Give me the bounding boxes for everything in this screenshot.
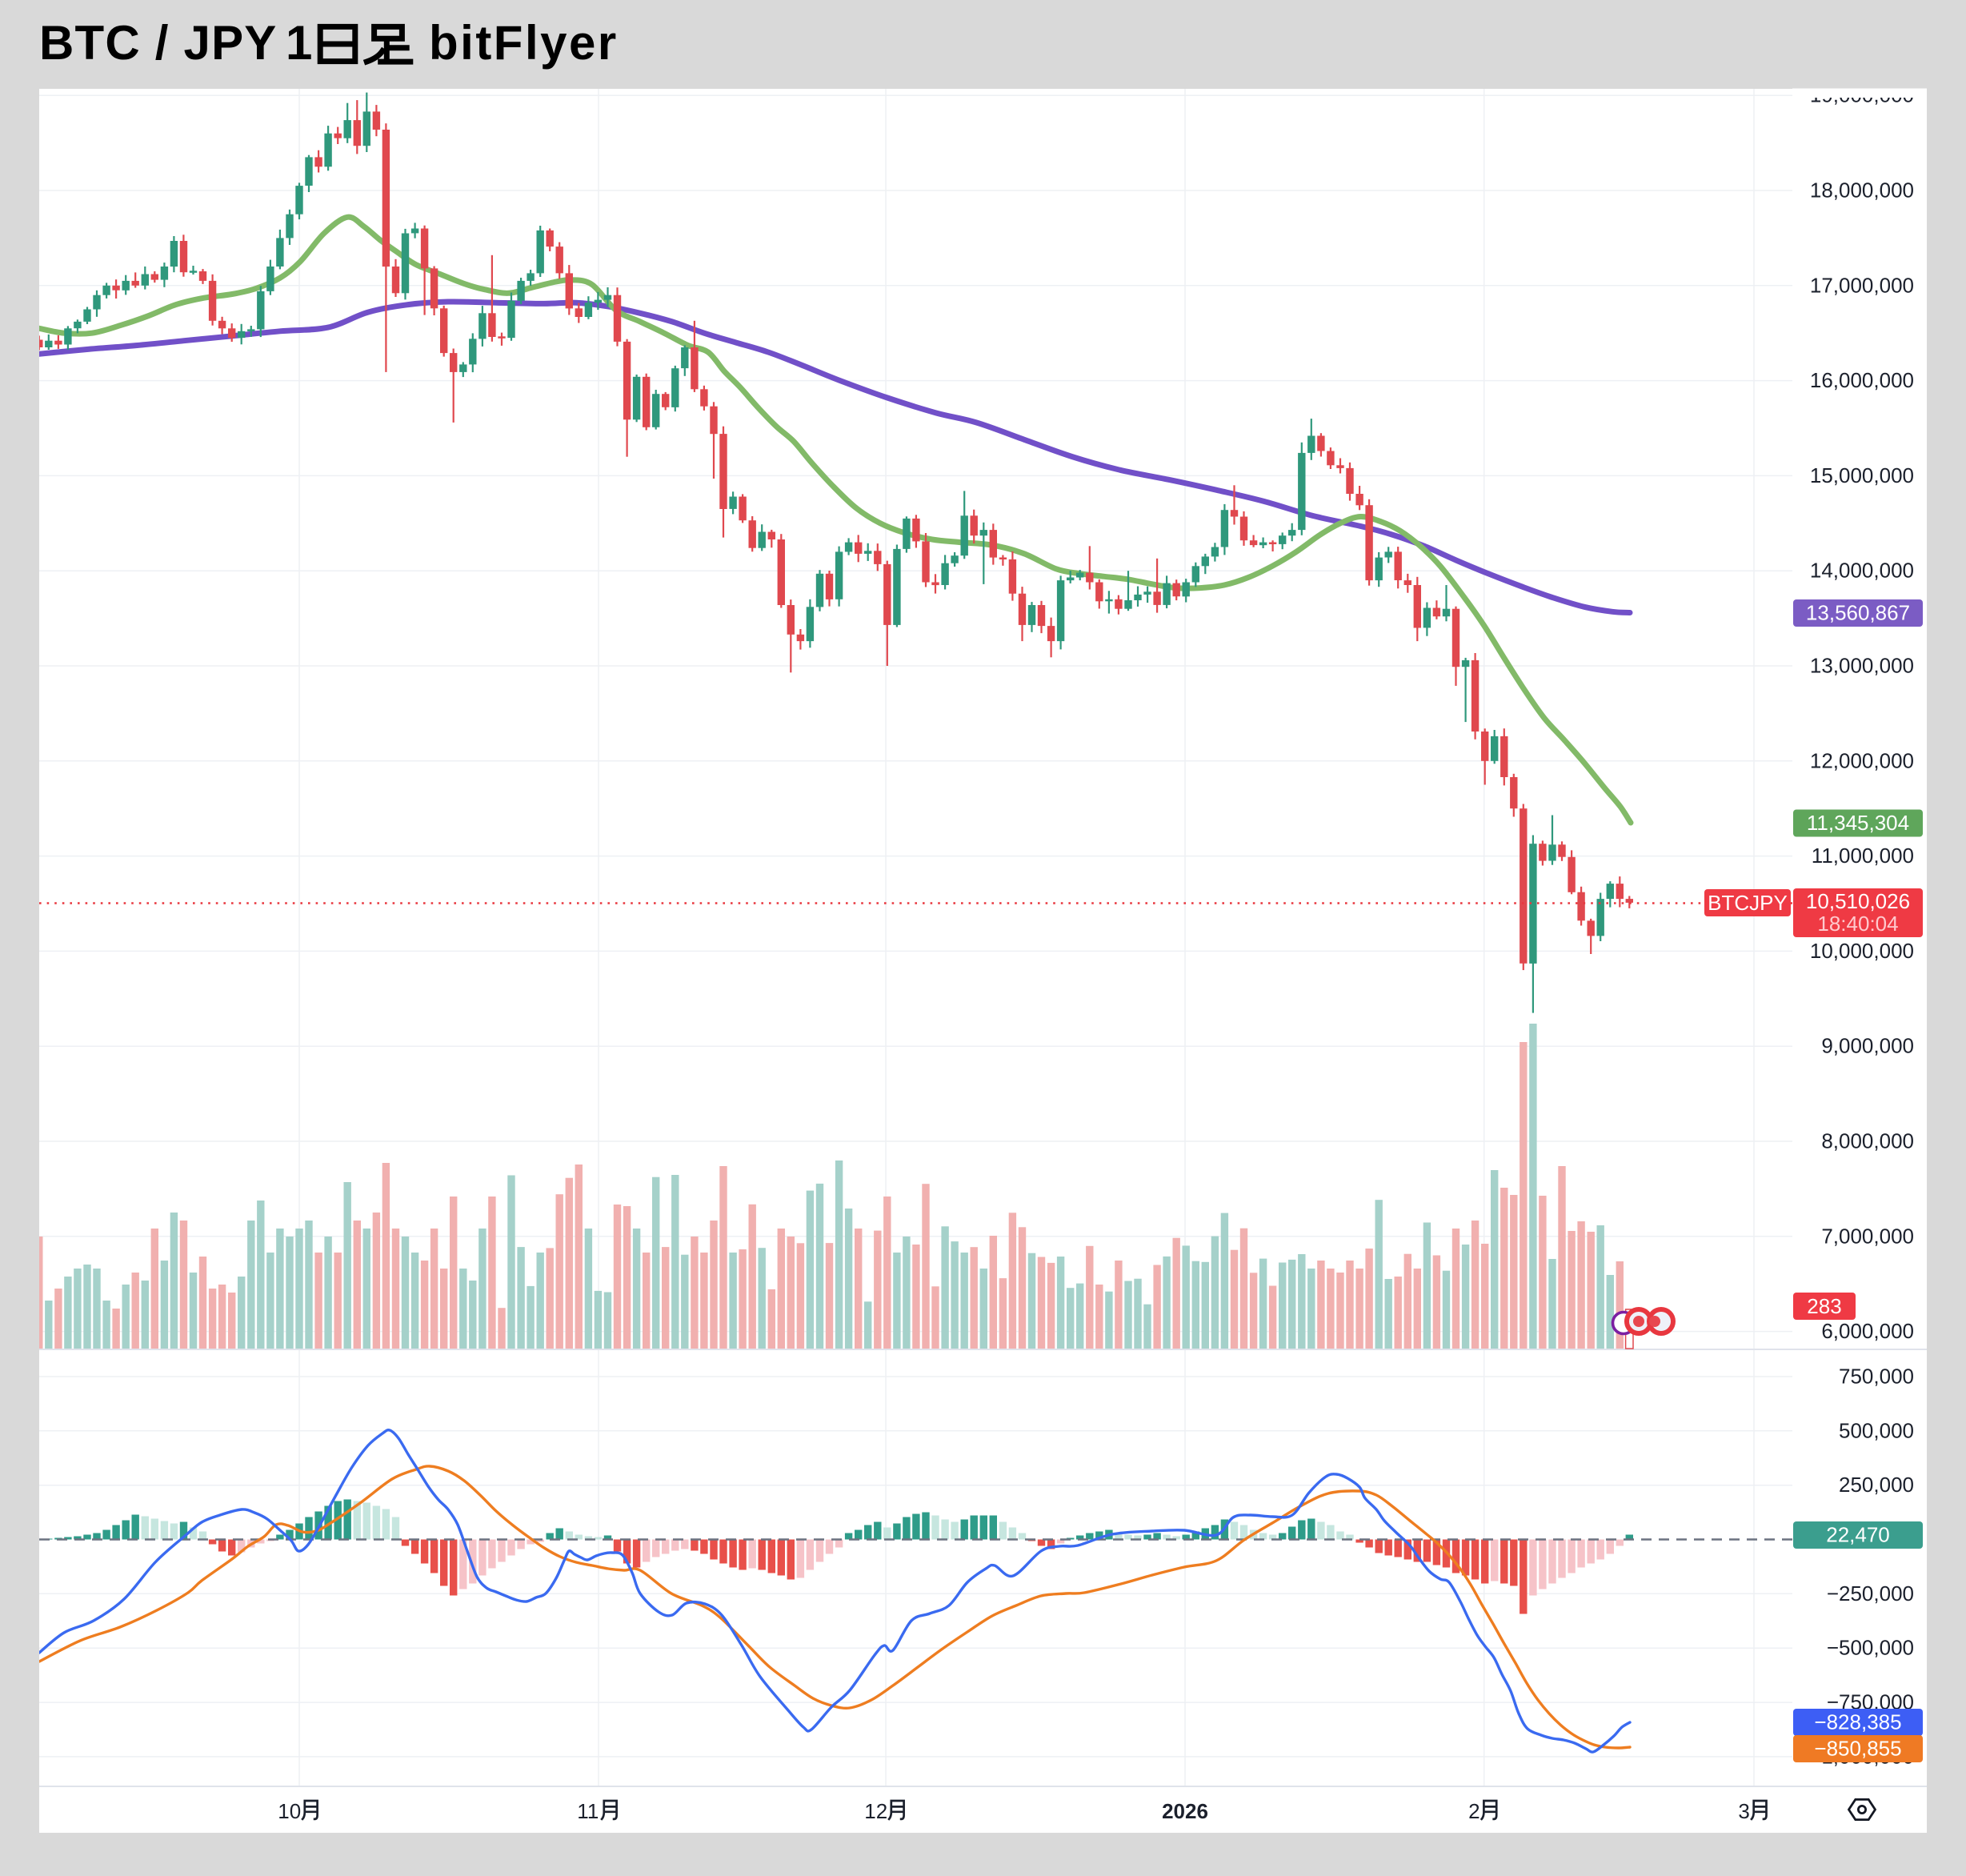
svg-text:18,000,000: 18,000,000 (1810, 178, 1914, 202)
svg-text:−828,385: −828,385 (1814, 1710, 1901, 1734)
svg-text:7,000,000: 7,000,000 (1821, 1224, 1914, 1248)
svg-text:BTC / JPY: BTC / JPY (39, 16, 278, 70)
svg-text:−850,855: −850,855 (1814, 1737, 1901, 1761)
svg-text:2: 2 (1468, 1799, 1480, 1823)
svg-text:16,000,000: 16,000,000 (1810, 368, 1914, 392)
svg-text:13,000,000: 13,000,000 (1810, 654, 1914, 678)
svg-text:bitFlyer: bitFlyer (429, 16, 619, 70)
svg-text:−250,000: −250,000 (1827, 1581, 1914, 1605)
svg-text:22,470: 22,470 (1826, 1523, 1890, 1547)
svg-text:14,000,000: 14,000,000 (1810, 559, 1914, 583)
svg-text:10,000,000: 10,000,000 (1810, 939, 1914, 963)
svg-text:2026: 2026 (1162, 1799, 1208, 1823)
svg-text:−500,000: −500,000 (1827, 1636, 1914, 1660)
svg-text:18:40:04: 18:40:04 (1817, 912, 1898, 936)
svg-text:250,000: 250,000 (1839, 1473, 1914, 1497)
svg-text:11,345,304: 11,345,304 (1807, 811, 1909, 835)
svg-text:8,000,000: 8,000,000 (1821, 1129, 1914, 1153)
svg-text:10: 10 (278, 1799, 301, 1823)
svg-text:17,000,000: 17,000,000 (1810, 273, 1914, 297)
svg-text:12,000,000: 12,000,000 (1810, 748, 1914, 772)
svg-text:750,000: 750,000 (1839, 1365, 1914, 1389)
svg-text:11,000,000: 11,000,000 (1812, 844, 1914, 868)
svg-text:283: 283 (1807, 1294, 1841, 1318)
svg-text:9,000,000: 9,000,000 (1821, 1034, 1914, 1058)
svg-text:1: 1 (286, 16, 312, 70)
svg-text:10,510,026: 10,510,026 (1806, 889, 1910, 913)
svg-text:15,000,000: 15,000,000 (1810, 463, 1914, 487)
svg-text:6,000,000: 6,000,000 (1821, 1319, 1914, 1343)
svg-text:3: 3 (1738, 1799, 1749, 1823)
svg-text:500,000: 500,000 (1839, 1418, 1914, 1442)
svg-text:12: 12 (864, 1799, 887, 1823)
svg-text:11: 11 (577, 1799, 599, 1823)
svg-text:BTCJPY: BTCJPY (1708, 891, 1788, 915)
svg-text:13,560,867: 13,560,867 (1806, 601, 1910, 625)
